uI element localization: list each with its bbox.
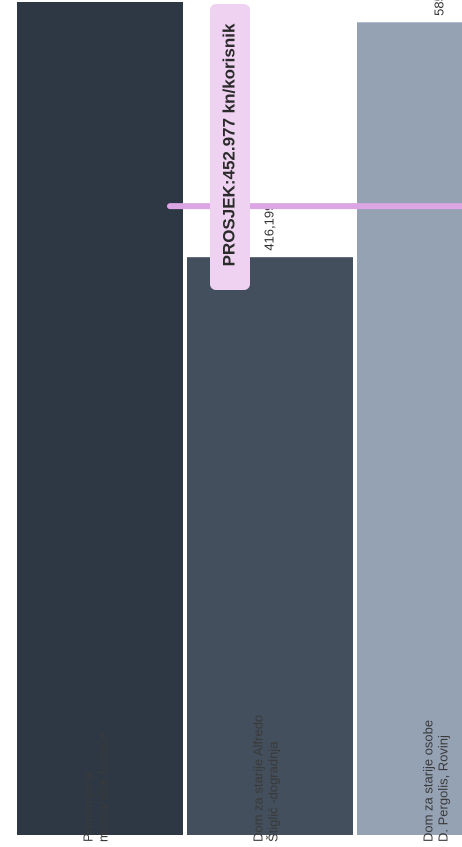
plot-area: 416,199585,366560,343250,000Prenamjenamo… — [17, 0, 462, 842]
data-label-3: 585,366 — [431, 0, 446, 16]
bar-3 — [357, 22, 462, 835]
category-label-3: Dom za starije osobeD. Pergolis, Rovinj — [421, 720, 451, 842]
average-label-box — [210, 4, 250, 290]
category-label-1: Prenamjenamornaričke bolnice — [81, 733, 111, 842]
category-label-2: Dom za starije AlfredoŠtiglić -dogradnja — [251, 715, 281, 842]
data-label-2: 416,199 — [261, 204, 276, 251]
bar-2 — [187, 257, 353, 835]
average-label: PROSJEK:452.977 kn/korisnik — [219, 23, 238, 266]
bar-1 — [17, 1, 183, 835]
